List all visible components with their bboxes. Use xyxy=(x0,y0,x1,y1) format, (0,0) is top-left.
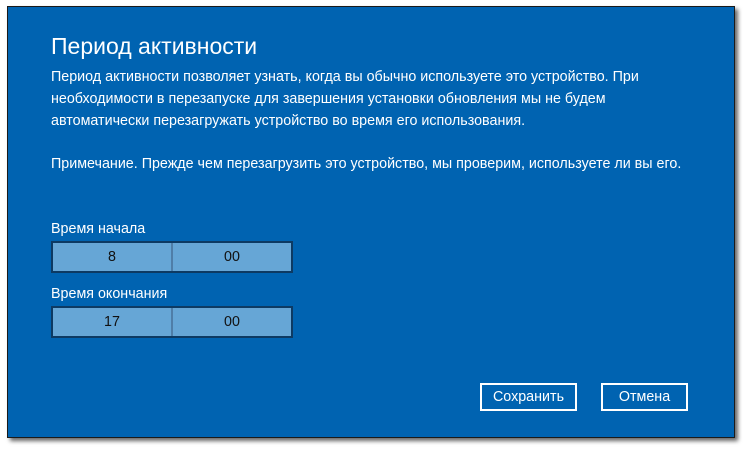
end-time-picker[interactable]: 17 00 xyxy=(51,306,293,338)
end-minute[interactable]: 00 xyxy=(171,308,291,336)
start-hour[interactable]: 8 xyxy=(108,249,116,265)
start-time-picker[interactable]: 8 00 xyxy=(51,241,293,273)
end-hour[interactable]: 17 xyxy=(104,314,120,330)
dialog-title: Период активности xyxy=(51,33,258,59)
note-text: Примечание. Прежде чем перезагрузить это… xyxy=(51,156,682,172)
cancel-button[interactable]: Отмена xyxy=(601,383,688,411)
start-time-label: Время начала xyxy=(51,221,146,237)
active-hours-dialog: Период активности Период активности позв… xyxy=(7,6,735,438)
end-time-label: Время окончания xyxy=(51,286,168,302)
description-text: Период активности позволяет узнать, когд… xyxy=(51,69,639,129)
start-minute[interactable]: 00 xyxy=(171,243,291,271)
save-button[interactable]: Сохранить xyxy=(480,383,577,411)
